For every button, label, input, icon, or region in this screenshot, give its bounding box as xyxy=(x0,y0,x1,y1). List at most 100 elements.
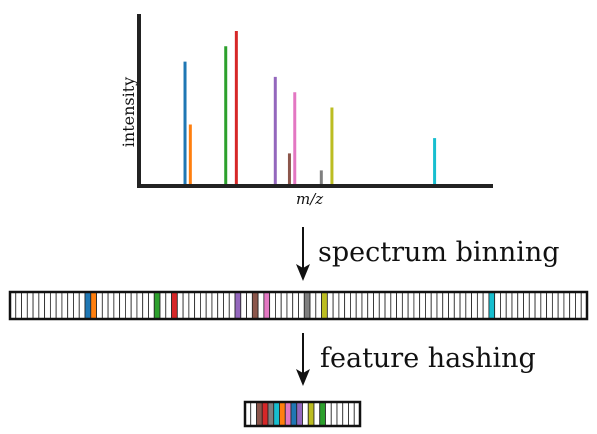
binned-vector-bin xyxy=(476,291,484,320)
binned-vector-bin xyxy=(44,291,51,320)
binned-vector-bin xyxy=(217,291,224,320)
binned-vector-bin xyxy=(200,291,207,320)
hashed-vector-bin xyxy=(336,401,344,427)
binned-vector-bin xyxy=(309,291,317,320)
hashed-vector-bin-filled xyxy=(267,401,275,427)
binned-vector-bin xyxy=(413,291,421,320)
binned-vector-bin-filled xyxy=(90,291,97,320)
binned-vector-bin xyxy=(401,291,409,320)
binned-vector-bin xyxy=(257,291,265,320)
binned-vector-bin xyxy=(194,291,201,320)
binned-vector-bin xyxy=(505,291,513,320)
hashed-vector-bin xyxy=(330,401,338,427)
binned-vector-border xyxy=(8,290,589,321)
binned-vector-bin xyxy=(119,291,126,320)
binned-vector-bin xyxy=(107,291,115,320)
binned-vector-bin xyxy=(528,291,536,320)
binned-vector-bin xyxy=(350,291,357,320)
binned-vector-bin xyxy=(471,291,478,320)
spectrum-axes xyxy=(137,14,493,188)
hashed-vector-bin-filled xyxy=(307,401,315,427)
binned-vector-bin xyxy=(557,291,565,320)
binned-vector-bin xyxy=(176,291,184,320)
binned-vector-bin xyxy=(511,291,519,320)
binned-vector-bin xyxy=(136,291,144,320)
binned-vector-bin xyxy=(494,291,501,320)
binned-vector-bin-filled xyxy=(251,291,259,320)
binned-vector-bin xyxy=(32,291,40,320)
binned-vector xyxy=(8,290,589,321)
binned-vector-bin xyxy=(355,291,363,320)
binned-vector-bin xyxy=(55,291,63,320)
binned-vector-bin-filled xyxy=(303,291,311,320)
hashed-vector-bin-filled xyxy=(279,401,286,427)
hashed-vector-bin xyxy=(250,401,257,427)
binned-vector-bin xyxy=(378,291,386,320)
binned-vector-bin xyxy=(425,291,432,320)
binned-vector-bin xyxy=(551,291,559,320)
arrow-binning xyxy=(296,227,310,281)
binned-vector-bin xyxy=(326,291,334,320)
y-axis-label: intensity xyxy=(119,76,138,148)
binned-vector-bin xyxy=(482,291,490,320)
binned-vector-bin xyxy=(275,291,282,320)
binned-vector-bin-filled xyxy=(321,291,328,320)
binned-vector-bin xyxy=(15,291,22,320)
binned-vector-bin xyxy=(142,291,149,320)
binned-vector-bin xyxy=(280,291,288,320)
binned-vector-bin xyxy=(338,291,346,320)
binned-vector-bin-filled xyxy=(171,291,178,320)
step-label-binning: spectrum binning xyxy=(318,237,560,268)
step-label-hashing: feature hashing xyxy=(320,343,536,374)
binned-vector-bin xyxy=(286,291,294,320)
binned-vector-bin-filled xyxy=(153,291,161,320)
binned-vector-bin xyxy=(26,291,34,320)
binned-vector-bin xyxy=(384,291,392,320)
binned-vector-bin xyxy=(67,291,74,320)
hashed-vector-bin-filled xyxy=(284,401,292,427)
binned-vector-bin xyxy=(298,291,305,320)
binned-vector-bin xyxy=(240,291,247,320)
binned-vector-bin xyxy=(361,291,369,320)
hashed-vector-bin xyxy=(302,401,309,427)
binned-vector-bin xyxy=(563,291,571,320)
binned-vector-bin xyxy=(315,291,322,320)
binned-vector-bin xyxy=(569,291,576,320)
binned-vector-bin xyxy=(430,291,438,320)
binned-vector-bin xyxy=(459,291,467,320)
binned-vector-bin xyxy=(540,291,548,320)
binned-vector-bin xyxy=(96,291,103,320)
hashed-vector-bin-filled xyxy=(256,401,263,427)
binned-vector-bin xyxy=(21,291,28,320)
hashed-vector-bin-filled xyxy=(319,401,326,427)
binned-vector-bin xyxy=(159,291,167,320)
binned-vector-bin xyxy=(448,291,455,320)
binned-vector-bin xyxy=(546,291,553,320)
hashed-vector-bin xyxy=(342,401,349,427)
binned-vector-bin xyxy=(373,291,380,320)
binned-vector-bin xyxy=(182,291,190,320)
binned-vector-bin xyxy=(436,291,444,320)
binned-vector-bin xyxy=(61,291,69,320)
hashed-vector-bin-filled xyxy=(290,401,298,427)
hashed-vector xyxy=(243,400,362,428)
binned-vector-bin xyxy=(148,291,155,320)
binned-vector-bin xyxy=(344,291,351,320)
binned-vector-bin-filled xyxy=(84,291,92,320)
binned-vector-bin xyxy=(390,291,397,320)
binned-vector-bin xyxy=(332,291,340,320)
binned-vector-bin xyxy=(101,291,109,320)
x-axis-label: m/z xyxy=(296,190,324,208)
binned-vector-bin xyxy=(465,291,472,320)
hashed-vector-bin xyxy=(313,401,321,427)
hashed-vector-bin xyxy=(348,401,355,427)
binned-vector-bin xyxy=(38,291,46,320)
hashed-vector-bin-filled xyxy=(261,401,269,427)
binned-vector-bin-filled xyxy=(263,291,271,320)
binned-vector-bin xyxy=(165,291,172,320)
binned-vector-bin xyxy=(228,291,236,320)
binned-vector-bin xyxy=(419,291,426,320)
binned-vector-bin-filled xyxy=(488,291,496,320)
binned-vector-bin xyxy=(269,291,276,320)
